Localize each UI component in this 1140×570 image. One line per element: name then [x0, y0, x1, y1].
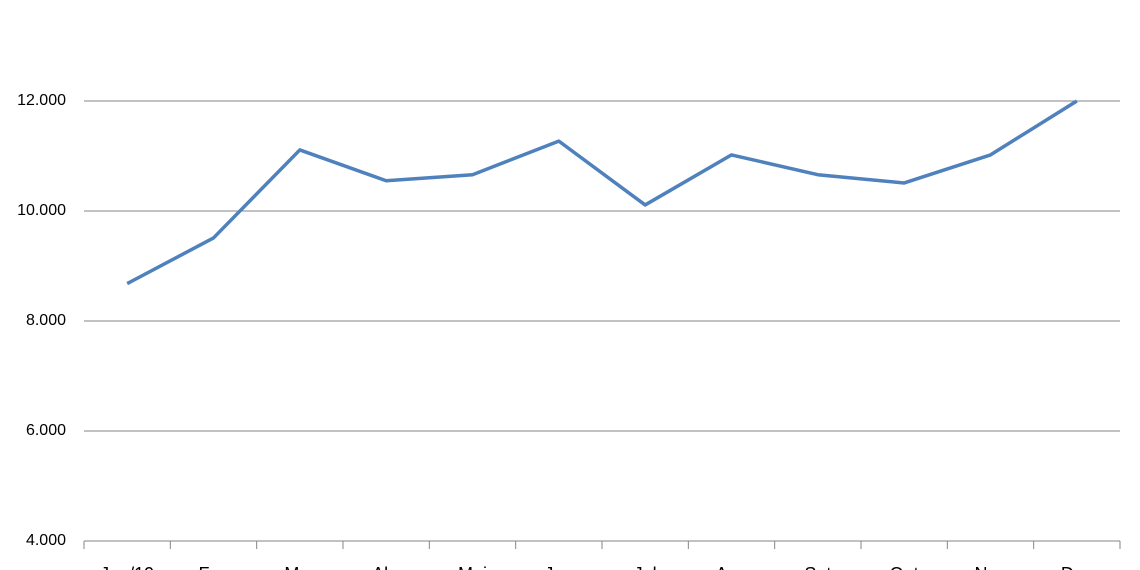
data-line [126, 99, 1078, 286]
x-tick-label: Abr [372, 564, 400, 570]
x-tick-label: Jan/19 [100, 564, 154, 570]
x-tick-label: Fev [198, 564, 228, 570]
y-tick-label: 10.000 [17, 202, 66, 219]
y-tick-label: 4.000 [26, 532, 66, 549]
x-tick-label: Set [804, 564, 831, 570]
y-tick-label: 8.000 [26, 312, 66, 329]
x-tick-label: Ago [715, 564, 747, 570]
x-tick-label: Out [890, 564, 919, 570]
y-tick-label: 6.000 [26, 422, 66, 439]
x-tick-label: Jun [544, 564, 573, 570]
x-tick-label: Dez [1061, 564, 1093, 570]
x-tick-label: Mai [458, 564, 487, 570]
x-tick-label: Nov [974, 564, 1006, 570]
x-tick-label: Mar [284, 564, 315, 570]
y-tick-label: 12.000 [17, 92, 66, 109]
x-tick-label: Jul [634, 564, 657, 570]
